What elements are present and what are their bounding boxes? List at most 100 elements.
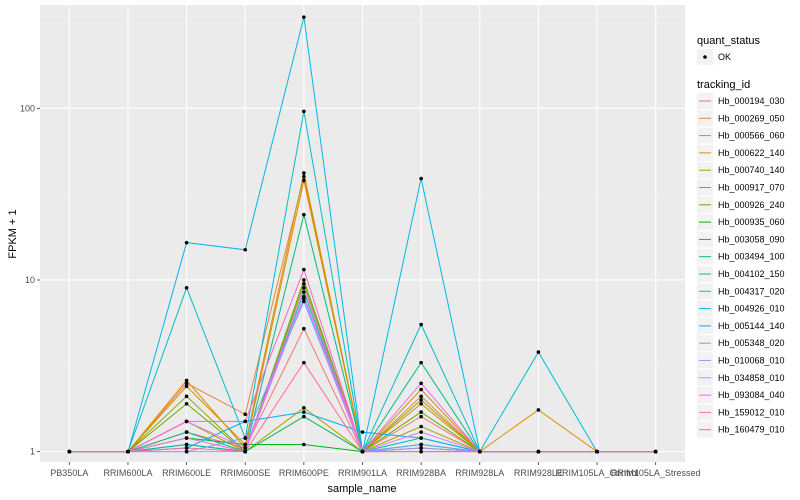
- data-point: [360, 449, 365, 454]
- x-tick-label: RRIM105LA_Control: [556, 468, 639, 478]
- data-point: [243, 436, 248, 440]
- data-point: [243, 412, 248, 417]
- data-point: [184, 286, 189, 290]
- data-point: [243, 419, 248, 424]
- data-point: [184, 436, 189, 440]
- color-legend-label: Hb_000622_140: [718, 148, 785, 158]
- data-point: [419, 381, 423, 386]
- data-point: [419, 401, 423, 406]
- data-point: [302, 296, 306, 301]
- data-point: [302, 290, 306, 294]
- data-point: [184, 419, 189, 424]
- data-point: [184, 442, 189, 447]
- data-point: [653, 449, 658, 454]
- shape-legend-point: [703, 55, 707, 59]
- data-point: [419, 394, 423, 399]
- grid: [40, 5, 685, 462]
- y-tick-label: 100: [20, 103, 35, 113]
- data-point: [419, 424, 423, 429]
- y-axis-title: FPKM + 1: [7, 209, 19, 258]
- data-point: [243, 247, 248, 252]
- x-axis: PB350LA RRIM600LA RRIM600LE RRIM600SE RRIM60…: [50, 462, 700, 478]
- color-legend-label: Hb_000194_030: [718, 96, 785, 106]
- data-point: [184, 240, 189, 245]
- color-legend-label: Hb_000740_140: [718, 165, 785, 175]
- data-point: [360, 430, 365, 434]
- data-point: [302, 442, 306, 447]
- color-legend-label: Hb_010068_010: [718, 356, 785, 366]
- data-point: [243, 449, 248, 454]
- x-axis-title: sample_name: [327, 483, 396, 495]
- data-points: [67, 15, 658, 454]
- data-point: [419, 176, 423, 181]
- color-legend-label: Hb_005348_020: [718, 338, 785, 348]
- data-point: [419, 322, 423, 327]
- color-legend-label: Hb_000269_050: [718, 113, 785, 123]
- color-legend-label: Hb_000935_060: [718, 217, 785, 227]
- color-legend-label: Hb_000566_060: [718, 131, 785, 141]
- data-point: [536, 449, 541, 454]
- color-legend-label: Hb_034858_010: [718, 373, 785, 383]
- data-point: [184, 446, 189, 450]
- data-point: [302, 278, 306, 282]
- data-point: [419, 436, 423, 440]
- color-legend-label: Hb_000926_240: [718, 200, 785, 210]
- data-point: [302, 299, 306, 304]
- color-legend-label: Hb_003058_090: [718, 234, 785, 244]
- x-tick-label: RRIM600LE: [162, 468, 211, 478]
- data-point: [126, 449, 130, 454]
- x-tick-label: RRIM600PE: [279, 468, 329, 478]
- data-point: [302, 178, 306, 183]
- data-point: [302, 267, 306, 272]
- x-tick-label: RRIM928LE: [514, 468, 563, 478]
- x-tick-label: RRIM600SE: [220, 468, 270, 478]
- data-point: [184, 394, 189, 399]
- data-point: [419, 398, 423, 402]
- color-legend-label: Hb_004317_020: [718, 286, 785, 296]
- data-point: [302, 15, 306, 19]
- color-legend-label: Hb_093084_040: [718, 390, 785, 400]
- data-point: [184, 430, 189, 434]
- data-point: [302, 410, 306, 414]
- data-point: [302, 406, 306, 410]
- data-point: [536, 408, 541, 412]
- color-legend-title: tracking_id: [697, 79, 750, 91]
- data-point: [595, 449, 599, 454]
- data-point: [67, 449, 72, 454]
- shape-legend-title: quant_status: [697, 35, 760, 47]
- data-point: [302, 282, 306, 286]
- data-point: [302, 414, 306, 419]
- data-point: [419, 410, 423, 414]
- data-point: [184, 449, 189, 454]
- data-point: [419, 387, 423, 392]
- data-point: [419, 449, 423, 454]
- x-tick-label: RRIM600LA: [103, 468, 152, 478]
- color-legend-label: Hb_160479_010: [718, 425, 785, 435]
- color-legend-label: Hb_005144_140: [718, 321, 785, 331]
- color-legend-label: Hb_000917_070: [718, 183, 785, 193]
- data-point: [243, 442, 248, 447]
- data-point: [243, 446, 248, 450]
- data-point: [536, 350, 541, 354]
- y-tick-label: 1: [30, 447, 35, 457]
- data-point: [302, 109, 306, 114]
- data-point: [419, 360, 423, 365]
- y-tick-label: 10: [25, 275, 35, 285]
- x-tick-label: PB350LA: [50, 468, 88, 478]
- shape-legend-label: OK: [718, 52, 731, 62]
- data-point: [302, 326, 306, 331]
- data-point: [184, 381, 189, 386]
- y-axis: 1 10 100: [20, 103, 40, 457]
- legend: quant_status OK tracking_id Hb_000194_030 Hb…: [697, 35, 785, 438]
- x-tick-label: RRIM928LA: [455, 468, 504, 478]
- color-legend-label: Hb_004102_150: [718, 269, 785, 279]
- data-point: [302, 286, 306, 290]
- data-point: [184, 384, 189, 389]
- data-point: [302, 360, 306, 365]
- data-point: [419, 414, 423, 419]
- data-point: [419, 446, 423, 450]
- x-tick-label: RRIM901LA: [338, 468, 387, 478]
- data-point: [184, 378, 189, 383]
- data-point: [302, 212, 306, 217]
